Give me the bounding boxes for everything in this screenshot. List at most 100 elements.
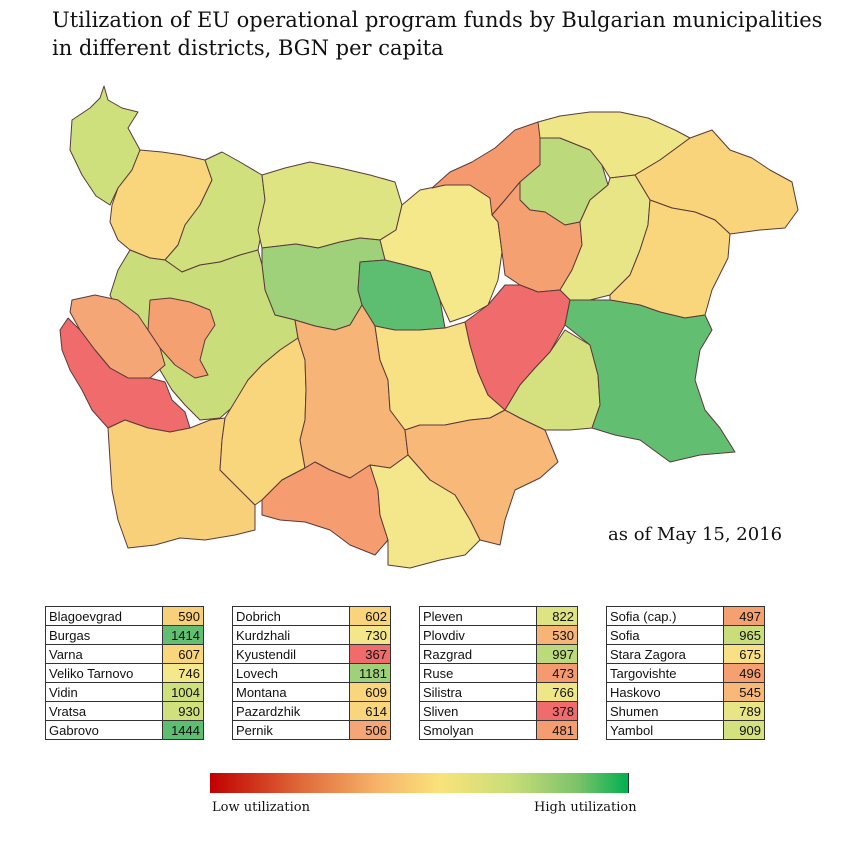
table-row: Pleven 822 [419, 606, 578, 626]
district-name: Burgas [45, 625, 163, 645]
district-name: Sliven [419, 701, 537, 721]
district-name: Shumen [606, 701, 724, 721]
table-row: Plovdiv 530 [419, 625, 578, 645]
district-name: Pleven [419, 606, 537, 626]
district-value: 789 [723, 701, 765, 721]
table-row: Gabrovo 1444 [45, 720, 204, 740]
district-burgas [564, 299, 736, 463]
table-row: Ruse 473 [419, 663, 578, 683]
district-name: Kurdzhali [232, 625, 350, 645]
legend-high-label: High utilization [534, 800, 637, 815]
table-row: Sofia (cap.) 497 [606, 606, 765, 626]
title-line-2: in different districts, BGN per capita [52, 36, 444, 60]
district-value: 607 [162, 644, 204, 664]
district-name: Silistra [419, 682, 537, 702]
district-value: 746 [162, 663, 204, 683]
district-value: 602 [349, 606, 391, 626]
district-name: Stara Zagora [606, 644, 724, 664]
district-value: 506 [349, 720, 391, 740]
table-row: Targovishte 496 [606, 663, 765, 683]
district-value: 766 [536, 682, 578, 702]
district-table-1: Blagoevgrad 590 Burgas 1414 Varna 607 Veliko T… [45, 606, 204, 740]
district-value: 530 [536, 625, 578, 645]
district-value: 545 [723, 682, 765, 702]
district-value: 481 [536, 720, 578, 740]
district-value: 1444 [162, 720, 204, 740]
district-name: Targovishte [606, 663, 724, 683]
district-name: Varna [45, 644, 163, 664]
district-name: Plovdiv [419, 625, 537, 645]
district-table-3: Pleven 822 Plovdiv 530 Razgrad 997 Ruse 473 Sili… [419, 606, 578, 740]
district-table-2: Dobrich 602 Kurdzhali 730 Kyustendil 367 Lovec… [232, 606, 391, 740]
table-row: Blagoevgrad 590 [45, 606, 204, 626]
district-name: Pernik [232, 720, 350, 740]
district-name: Yambol [606, 720, 724, 740]
district-name: Blagoevgrad [45, 606, 163, 626]
district-value: 675 [723, 644, 765, 664]
district-value: 997 [536, 644, 578, 664]
district-value: 965 [723, 625, 765, 645]
district-name: Gabrovo [45, 720, 163, 740]
table-row: Yambol 909 [606, 720, 765, 740]
district-value: 609 [349, 682, 391, 702]
district-name: Dobrich [232, 606, 350, 626]
district-value: 367 [349, 644, 391, 664]
bulgaria-district-map [59, 85, 799, 569]
district-value: 590 [162, 606, 204, 626]
table-row: Vratsa 930 [45, 701, 204, 721]
district-name: Kyustendil [232, 644, 350, 664]
legend-low-label: Low utilization [212, 800, 310, 815]
table-row: Lovech 1181 [232, 663, 391, 683]
table-row: Sliven 378 [419, 701, 578, 721]
table-row: Kyustendil 367 [232, 644, 391, 664]
district-name: Haskovo [606, 682, 724, 702]
district-name: Veliko Tarnovo [45, 663, 163, 683]
district-value: 822 [536, 606, 578, 626]
district-name: Pazardzhik [232, 701, 350, 721]
table-row: Veliko Tarnovo 746 [45, 663, 204, 683]
district-value: 1181 [349, 663, 391, 683]
district-value: 614 [349, 701, 391, 721]
table-row: Kurdzhali 730 [232, 625, 391, 645]
map-title: Utilization of EU operational program fu… [52, 6, 822, 62]
table-row: Pernik 506 [232, 720, 391, 740]
district-value: 496 [723, 663, 765, 683]
district-name: Ruse [419, 663, 537, 683]
district-name: Lovech [232, 663, 350, 683]
district-name: Sofia [606, 625, 724, 645]
district-value: 1414 [162, 625, 204, 645]
district-value: 1004 [162, 682, 204, 702]
district-sliven [464, 284, 571, 411]
date-note: as of May 15, 2016 [608, 524, 783, 545]
district-name: Vratsa [45, 701, 163, 721]
district-name: Vidin [45, 682, 163, 702]
table-row: Pazardzhik 614 [232, 701, 391, 721]
district-name: Sofia (cap.) [606, 606, 724, 626]
district-name: Montana [232, 682, 350, 702]
district-kurdzhali [369, 454, 481, 569]
table-row: Smolyan 481 [419, 720, 578, 740]
district-name: Razgrad [419, 644, 537, 664]
table-row: Sofia 965 [606, 625, 765, 645]
district-vidin [69, 85, 141, 206]
title-line-1: Utilization of EU operational program fu… [52, 8, 823, 32]
district-table-4: Sofia (cap.) 497 Sofia 965 Stara Zagora 675 Ta… [606, 606, 765, 740]
district-value: 930 [162, 701, 204, 721]
table-row: Burgas 1414 [45, 625, 204, 645]
district-value: 473 [536, 663, 578, 683]
district-value: 378 [536, 701, 578, 721]
color-scale-bar [210, 773, 629, 793]
district-value: 730 [349, 625, 391, 645]
table-row: Dobrich 602 [232, 606, 391, 626]
table-row: Shumen 789 [606, 701, 765, 721]
table-row: Varna 607 [45, 644, 204, 664]
district-value: 497 [723, 606, 765, 626]
district-name: Smolyan [419, 720, 537, 740]
table-row: Silistra 766 [419, 682, 578, 702]
district-pleven [257, 161, 403, 249]
table-row: Razgrad 997 [419, 644, 578, 664]
table-row: Vidin 1004 [45, 682, 204, 702]
table-row: Stara Zagora 675 [606, 644, 765, 664]
table-row: Haskovo 545 [606, 682, 765, 702]
table-row: Montana 609 [232, 682, 391, 702]
